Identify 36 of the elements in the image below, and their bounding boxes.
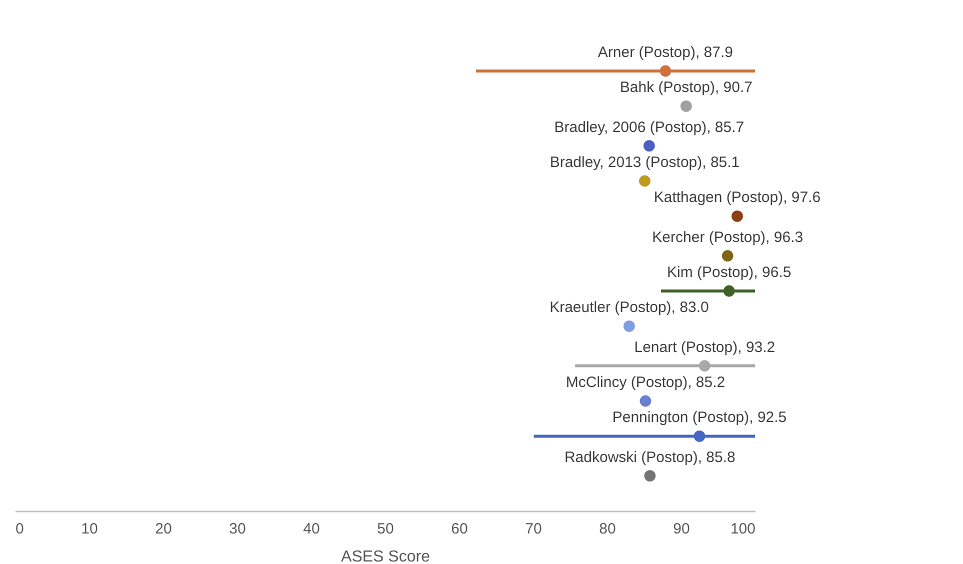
point (624, 320, 635, 332)
point (639, 175, 650, 187)
annotation: Pennington (Postop), 92.5 (612, 409, 787, 426)
annotation: Lenart (Postop), 93.2 (634, 338, 776, 356)
x-tick-label: 100 (730, 520, 756, 538)
x-tick-label: 80 (599, 520, 616, 538)
point (722, 250, 734, 262)
point (643, 140, 655, 152)
point (644, 470, 656, 482)
annotation: Katthagen (Postop), 97.6 (654, 189, 821, 206)
x-tick-label: 30 (229, 520, 246, 538)
annotation: Bradley, 2013 (Postop), 85.1 (550, 154, 740, 171)
point (680, 100, 692, 112)
annotation: Radkowski (Postop), 85.8 (564, 448, 736, 466)
point (732, 210, 743, 222)
annotation: Kraeutler (Postop), 83.0 (550, 299, 709, 316)
annotation: Bahk (Postop), 90.7 (620, 79, 752, 96)
point (694, 430, 706, 442)
x-tick-label: 10 (81, 520, 98, 538)
x-axis-title: ASES Score (341, 548, 430, 564)
x-tick-label: 90 (673, 520, 690, 538)
annotation: Arner (Postop), 87.9 (598, 44, 733, 61)
point (660, 65, 672, 77)
point (640, 395, 652, 407)
annotation: Kim (Postop), 96.5 (666, 264, 792, 281)
x-tick-label: 20 (155, 520, 172, 538)
x-tick-label: 70 (525, 520, 542, 538)
annotation: McClincy (Postop), 85.2 (566, 374, 726, 391)
annotation: Kercher (Postop), 96.3 (652, 228, 804, 246)
point (723, 285, 735, 297)
x-tick-label: 60 (451, 520, 468, 538)
x-tick-label: 50 (377, 520, 394, 538)
x-tick-label: 40 (303, 520, 320, 538)
point (698, 360, 710, 372)
x-tick-label: 0 (16, 520, 24, 538)
annotation: Bradley, 2006 (Postop), 85.7 (554, 118, 744, 136)
